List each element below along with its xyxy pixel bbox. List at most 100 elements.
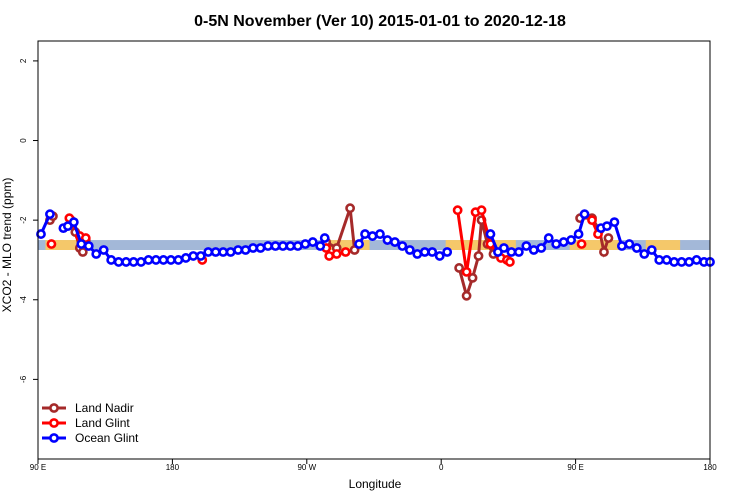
ocean-glint-point	[307, 237, 318, 247]
legend-item-ocean-glint: Ocean Glint	[42, 431, 139, 445]
y-tick-label: 2	[19, 58, 28, 63]
ocean-glint-point	[319, 233, 330, 243]
chart-title: 0-5N November (Ver 10) 2015-01-01 to 202…	[194, 13, 566, 30]
ocean-glint-point	[661, 255, 672, 265]
ocean-glint-point	[83, 241, 94, 251]
y-axis-label: XCO2 - MLO trend (ppm)	[0, 178, 14, 313]
x-axis-label: Longitude	[349, 477, 402, 491]
ocean-glint-point	[128, 257, 139, 267]
land-glint-point	[576, 239, 587, 249]
ocean-glint-point	[558, 237, 569, 247]
ocean-glint-point	[143, 255, 154, 265]
ocean-glint-point	[218, 247, 229, 257]
land-glint-point	[461, 266, 472, 277]
ocean-glint-point	[91, 249, 102, 259]
ocean-glint-point	[151, 255, 161, 265]
land-band-segment	[645, 240, 681, 250]
ocean-glint-point	[485, 229, 496, 239]
ocean-glint-point	[188, 251, 199, 261]
land-glint-point	[587, 215, 597, 226]
land-nadir-point	[461, 290, 472, 301]
ocean-glint-point	[499, 243, 509, 253]
ocean-glint-point	[36, 229, 46, 239]
ocean-glint-point	[195, 251, 206, 261]
ocean-glint-point	[233, 245, 244, 255]
land-nadir-point	[603, 233, 614, 243]
ocean-glint-point	[292, 241, 303, 251]
ocean-glint-point	[684, 257, 694, 267]
land-glint-point	[340, 247, 351, 257]
ocean-glint-point	[579, 209, 590, 220]
ocean-glint-point	[442, 247, 453, 257]
ocean-glint-point	[76, 239, 87, 249]
ocean-glint-point	[404, 245, 415, 255]
ocean-glint-point	[158, 255, 169, 265]
land-glint-point	[331, 249, 342, 259]
ocean-glint-point	[427, 247, 438, 257]
land-nadir-point	[345, 203, 356, 214]
ocean-glint-point	[631, 243, 642, 253]
land-nadir-line	[325, 207, 357, 251]
land-band-segment	[569, 240, 621, 250]
ocean-glint-point	[434, 251, 445, 261]
ocean-glint-point	[136, 257, 146, 267]
x-tick-label: 90 W	[297, 463, 316, 472]
x-tick-label: 0	[439, 463, 444, 472]
ocean-glint-point	[106, 255, 117, 265]
legend-label: Land Nadir	[75, 401, 134, 415]
plot-frame	[37, 40, 711, 460]
ocean-glint-point	[255, 243, 266, 253]
ocean-glint-point	[412, 249, 423, 259]
ocean-glint-point	[240, 245, 251, 255]
ocean-glint-point	[419, 247, 430, 257]
ocean-glint-point	[45, 209, 55, 220]
ocean-glint-point	[98, 245, 109, 255]
ocean-glint-point	[225, 247, 236, 257]
land-band-segment	[324, 240, 370, 250]
ocean-glint-point	[382, 235, 393, 245]
ocean-glint-point	[367, 231, 378, 241]
x-tick-label: 180	[166, 463, 180, 472]
ocean-glint-point	[390, 237, 400, 247]
ocean-glint-point	[248, 243, 258, 253]
land-nadir-point	[349, 245, 360, 255]
ocean-glint-point	[180, 253, 191, 263]
legend-swatch-marker	[49, 403, 59, 413]
land-nadir-point	[467, 272, 478, 283]
ocean-glint-point	[528, 245, 539, 255]
land-glint-point	[476, 205, 487, 216]
legend-item-land-nadir: Land Nadir	[42, 401, 134, 415]
x-tick-label: 90 E	[567, 463, 583, 472]
ocean-glint-point	[354, 239, 364, 249]
legend-label: Land Glint	[75, 416, 130, 430]
ocean-glint-point	[551, 239, 562, 249]
y-tick-label: 0	[19, 138, 28, 143]
ocean-glint-point	[602, 221, 612, 232]
ocean-glint-point	[566, 235, 577, 245]
ocean-glint-point	[513, 247, 524, 257]
ocean-glint-point	[113, 257, 124, 267]
ocean-glint-point	[375, 229, 385, 239]
ocean-glint-point	[285, 241, 296, 251]
land-nadir-point	[599, 247, 609, 257]
ocean-glint-point	[624, 239, 635, 249]
ocean-glint-point	[616, 241, 627, 251]
y-tick-label: -2	[19, 216, 28, 224]
ocean-glint-point	[166, 255, 176, 265]
land-band-segment	[45, 240, 79, 250]
ocean-glint-point	[676, 257, 687, 267]
ocean-glint-point	[278, 241, 288, 251]
ocean-glint-point	[315, 241, 326, 251]
ocean-glint-point	[263, 241, 273, 251]
ocean-glint-point	[270, 241, 281, 251]
ocean-glint-point	[300, 239, 311, 249]
ocean-glint-point	[646, 245, 657, 255]
ocean-glint-point	[669, 257, 680, 267]
ocean-glint-point	[521, 241, 532, 251]
ocean-glint-point	[543, 233, 554, 243]
legend-item-land-glint: Land Glint	[42, 416, 130, 430]
ocean-glint-point	[68, 217, 79, 228]
ocean-glint-point	[536, 243, 547, 253]
ocean-glint-point	[654, 255, 665, 265]
